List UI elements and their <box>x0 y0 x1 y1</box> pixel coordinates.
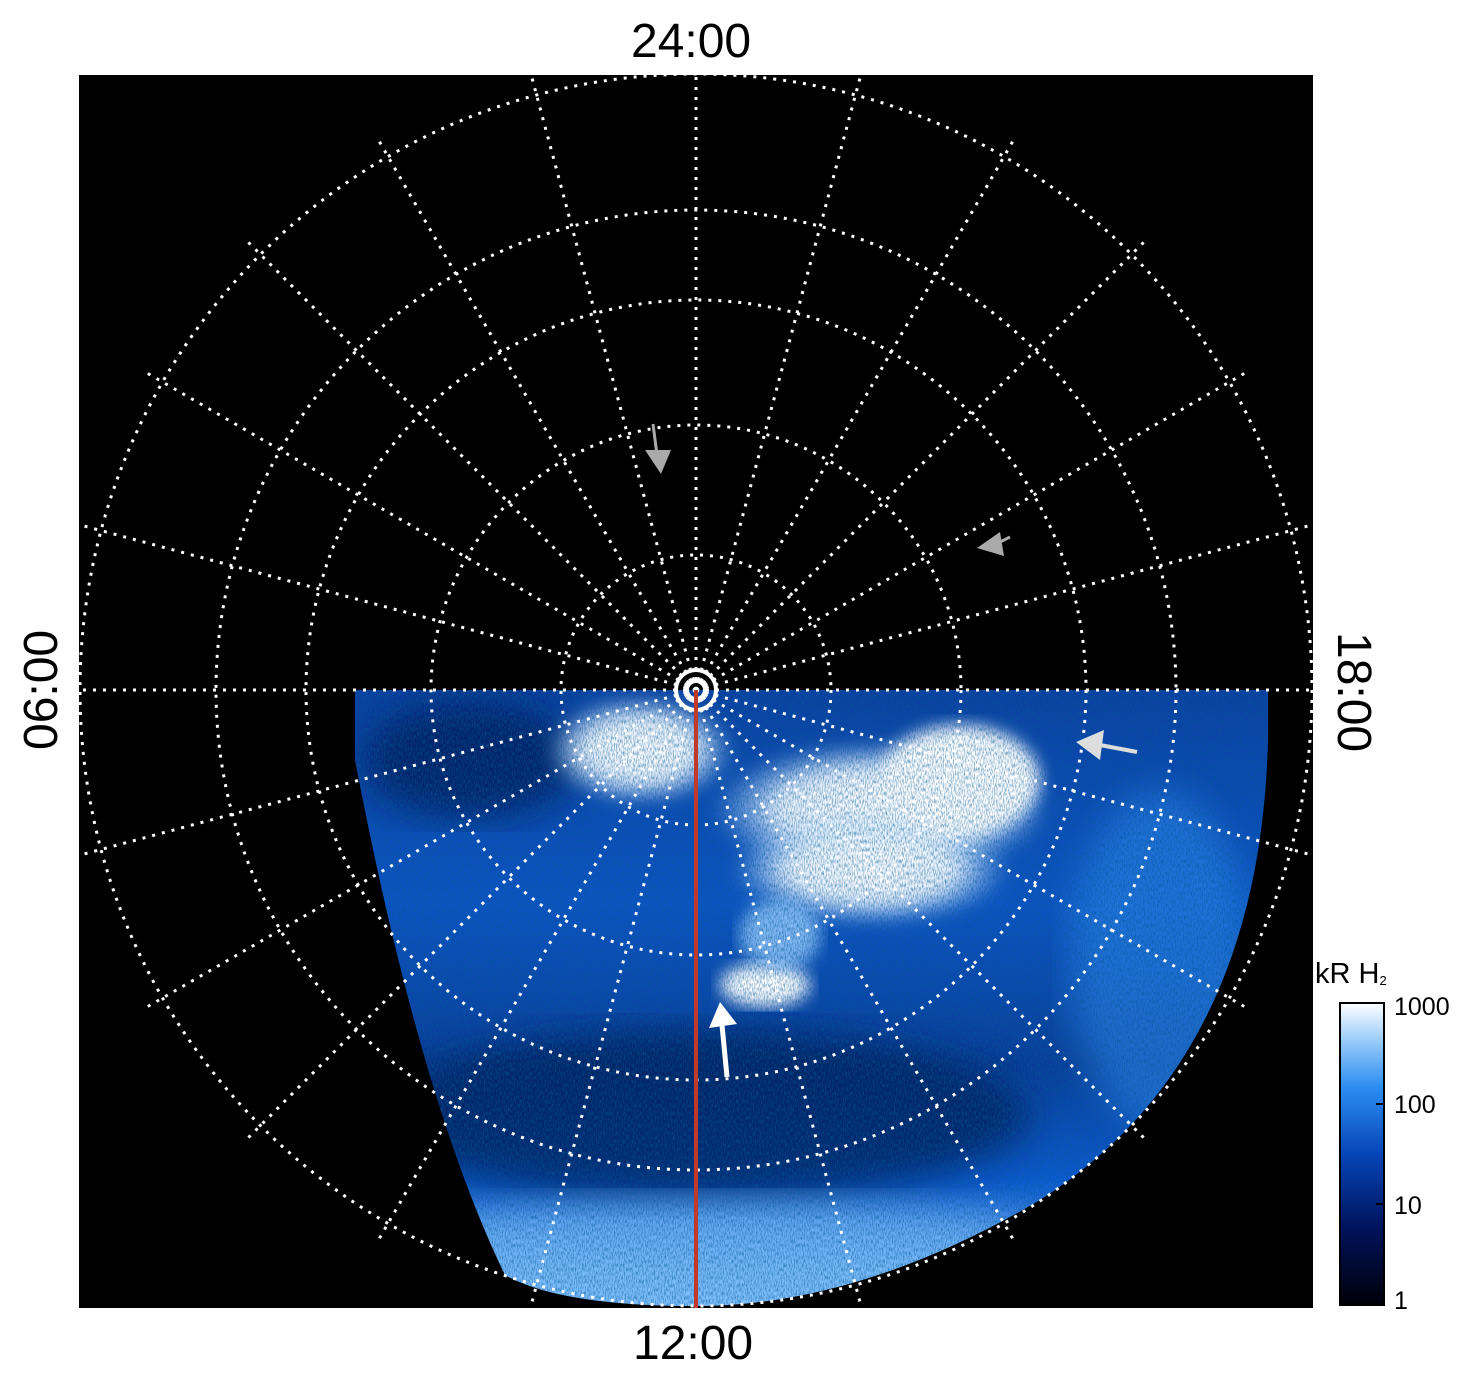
colorbar <box>1339 1002 1385 1306</box>
grid-spoke <box>694 688 1150 1144</box>
grid-spoke <box>374 134 698 691</box>
colorbar-title: kR H2 <box>1315 958 1387 991</box>
label-dusk: 18:00 <box>1327 632 1380 753</box>
colorbar-tick-label: 1000 <box>1394 993 1450 1021</box>
colorbar-title-main: kR H <box>1315 958 1380 990</box>
colorbar-tick-label: 10 <box>1394 1192 1422 1220</box>
label-dawn: 06:00 <box>15 629 68 750</box>
grid-spoke <box>694 134 1018 691</box>
arrow-grey-3 <box>1076 730 1138 760</box>
grid-spoke <box>695 368 1252 692</box>
arrow-grey-2 <box>977 532 1011 556</box>
grid-spoke <box>140 688 697 1012</box>
grid-spoke <box>694 236 1150 692</box>
arrow-white-main <box>709 1002 737 1078</box>
grid-spoke <box>374 689 698 1246</box>
arrow-grey-1 <box>645 423 671 474</box>
colorbar-tick-label: 100 <box>1394 1091 1436 1119</box>
colorbar-title-sub: 2 <box>1379 973 1387 988</box>
label-noon: 12:00 <box>633 1317 754 1370</box>
grid-circle <box>429 423 963 957</box>
grid-spoke <box>695 688 1313 857</box>
grid-spoke <box>242 236 698 692</box>
grid-spoke <box>694 689 864 1308</box>
grid-spoke <box>694 689 1018 1246</box>
colorbar-ticks <box>1376 1002 1384 1306</box>
grid-spoke <box>79 523 697 692</box>
grid-spoke <box>79 688 697 857</box>
grid-spoke <box>695 523 1313 692</box>
colorbar-tick-label: 1 <box>1394 1287 1408 1315</box>
grid-circle <box>79 75 1313 1308</box>
label-midnight: 24:00 <box>631 15 752 68</box>
grid-spoke <box>528 689 698 1308</box>
grid-spoke <box>529 75 698 691</box>
grid-spoke <box>140 368 697 692</box>
grid-spoke <box>695 688 1252 1012</box>
grid-spoke <box>694 75 863 691</box>
grid-spoke <box>242 688 698 1144</box>
